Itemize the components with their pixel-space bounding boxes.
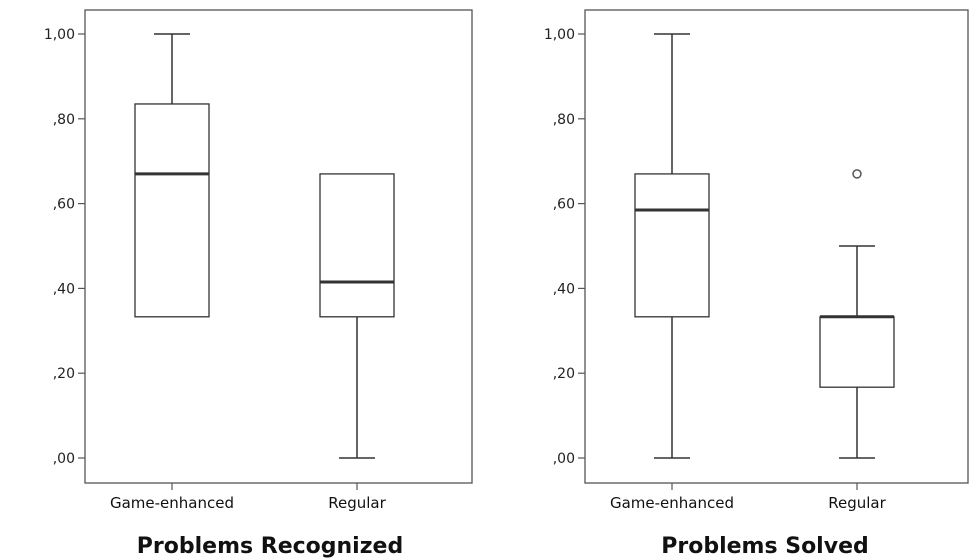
panel1-xtick-label: Regular (328, 494, 386, 512)
panel2-ytick-label: ,00 (553, 451, 575, 467)
panel2-box-2-outlier (852, 169, 862, 179)
panel1-ytick-label: ,20 (53, 366, 75, 382)
panel1-box-2-iqr-box (319, 173, 395, 318)
panel2-ytick-label: ,80 (553, 112, 575, 128)
panel1-ytick-label: ,40 (53, 281, 75, 297)
panel1-xtick-label: Game-enhanced (110, 494, 234, 512)
panel1-ytick-label: ,00 (53, 451, 75, 467)
panel2-box-1-iqr-box (634, 173, 710, 318)
panel1-title: Problems Recognized (137, 534, 403, 559)
panel2-ytick-label: 1,00 (544, 27, 575, 43)
panel2-ytick-label: ,40 (553, 281, 575, 297)
panel1-ytick-label: 1,00 (44, 27, 75, 43)
panel2-xtick-label: Regular (828, 494, 886, 512)
panel2-ytick-label: ,20 (553, 366, 575, 382)
panel2-ytick-label: ,60 (553, 197, 575, 213)
panel1-box-1-iqr-box (134, 103, 210, 318)
panel2-title: Problems Solved (661, 534, 869, 559)
panel2-xtick-label: Game-enhanced (610, 494, 734, 512)
panel1-ytick-label: ,60 (53, 197, 75, 213)
panel2-box-2-iqr-box (819, 316, 895, 388)
panel1-ytick-label: ,80 (53, 112, 75, 128)
